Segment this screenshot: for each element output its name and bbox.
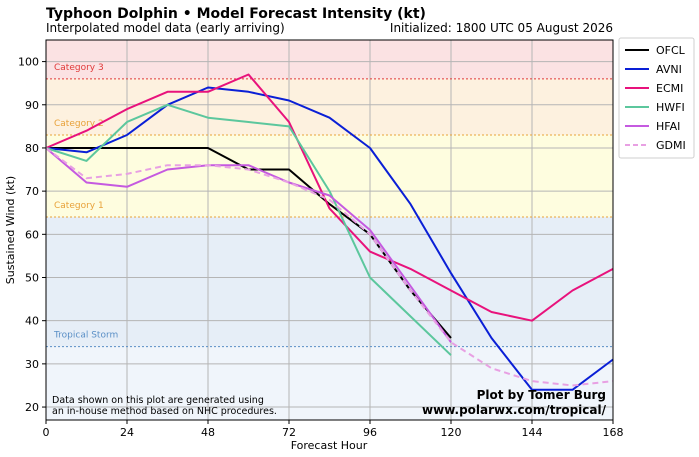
y-tick-label: 30 (25, 358, 39, 371)
axes: 0 24 48 72 96 120 144 168 20 30 40 50 60 70 80 90 100 (18, 56, 624, 439)
series-line-hfai (45, 147, 452, 343)
series-line-gdmi (45, 147, 614, 387)
y-tick-label: 20 (25, 401, 39, 414)
y-tick-label: 70 (25, 185, 39, 198)
x-tick-label: 120 (441, 426, 462, 439)
x-tick-label: 96 (363, 426, 377, 439)
threshold-label: Category 1 (54, 201, 104, 211)
credit-line: Plot by Tomer Burg (477, 388, 606, 402)
y-tick-label: 40 (25, 315, 39, 328)
threshold-label: Category 3 (54, 63, 104, 73)
footnote: Data shown on this plot are generated us… (52, 395, 277, 417)
legend-label: GDMI (656, 139, 686, 152)
x-tick-label: 0 (43, 426, 50, 439)
intensity-band-4 (46, 40, 613, 79)
threshold-label: Tropical Storm (53, 331, 118, 341)
category-thresholds: Tropical Storm Category 1 Category 2 Catego… (46, 63, 613, 348)
y-axis-label: Sustained Wind (kt) (4, 176, 17, 284)
legend-label: HFAI (656, 120, 680, 133)
intensity-bands (46, 40, 613, 420)
x-axis-label: Forecast Hour (291, 439, 368, 452)
y-tick-label: 80 (25, 142, 39, 155)
legend-label: OFCL (656, 44, 686, 57)
y-tick-label: 90 (25, 99, 39, 112)
x-tick-label: 168 (603, 426, 624, 439)
x-tick-label: 24 (120, 426, 134, 439)
plot-credit: Plot by Tomer Burgwww.polarwx.com/tropic… (422, 388, 607, 417)
initialization-time: Initialized: 1800 UTC 05 August 2026 (390, 21, 613, 35)
chart-title: Typhoon Dolphin • Model Forecast Intensi… (46, 6, 426, 22)
chart-subtitle: Interpolated model data (early arriving) (46, 21, 285, 35)
forecast-series (45, 73, 614, 391)
y-tick-label: 60 (25, 228, 39, 241)
x-tick-label: 144 (522, 426, 543, 439)
footnote-line: an in-house method based on NHC procedur… (52, 406, 277, 417)
legend-label: HWFI (656, 101, 685, 114)
series-line-avni (45, 86, 614, 391)
footnote-line: Data shown on this plot are generated us… (52, 395, 264, 406)
y-tick-label: 50 (25, 272, 39, 285)
intensity-band-1 (46, 217, 613, 347)
x-tick-label: 48 (201, 426, 215, 439)
legend-label: ECMI (656, 82, 683, 95)
legend: OFCL AVNI ECMI HWFI HFAI GDMI (618, 37, 695, 159)
plot-frame (45, 39, 614, 421)
series-line-ecmi (45, 73, 614, 322)
credit-line: www.polarwx.com/tropical/ (422, 403, 607, 417)
x-tick-label: 72 (282, 426, 296, 439)
legend-label: AVNI (656, 63, 682, 76)
threshold-label: Category 2 (54, 119, 104, 129)
intensity-band-0 (46, 346, 613, 420)
series-line-hwfi (45, 103, 452, 356)
y-tick-label: 100 (18, 56, 39, 69)
